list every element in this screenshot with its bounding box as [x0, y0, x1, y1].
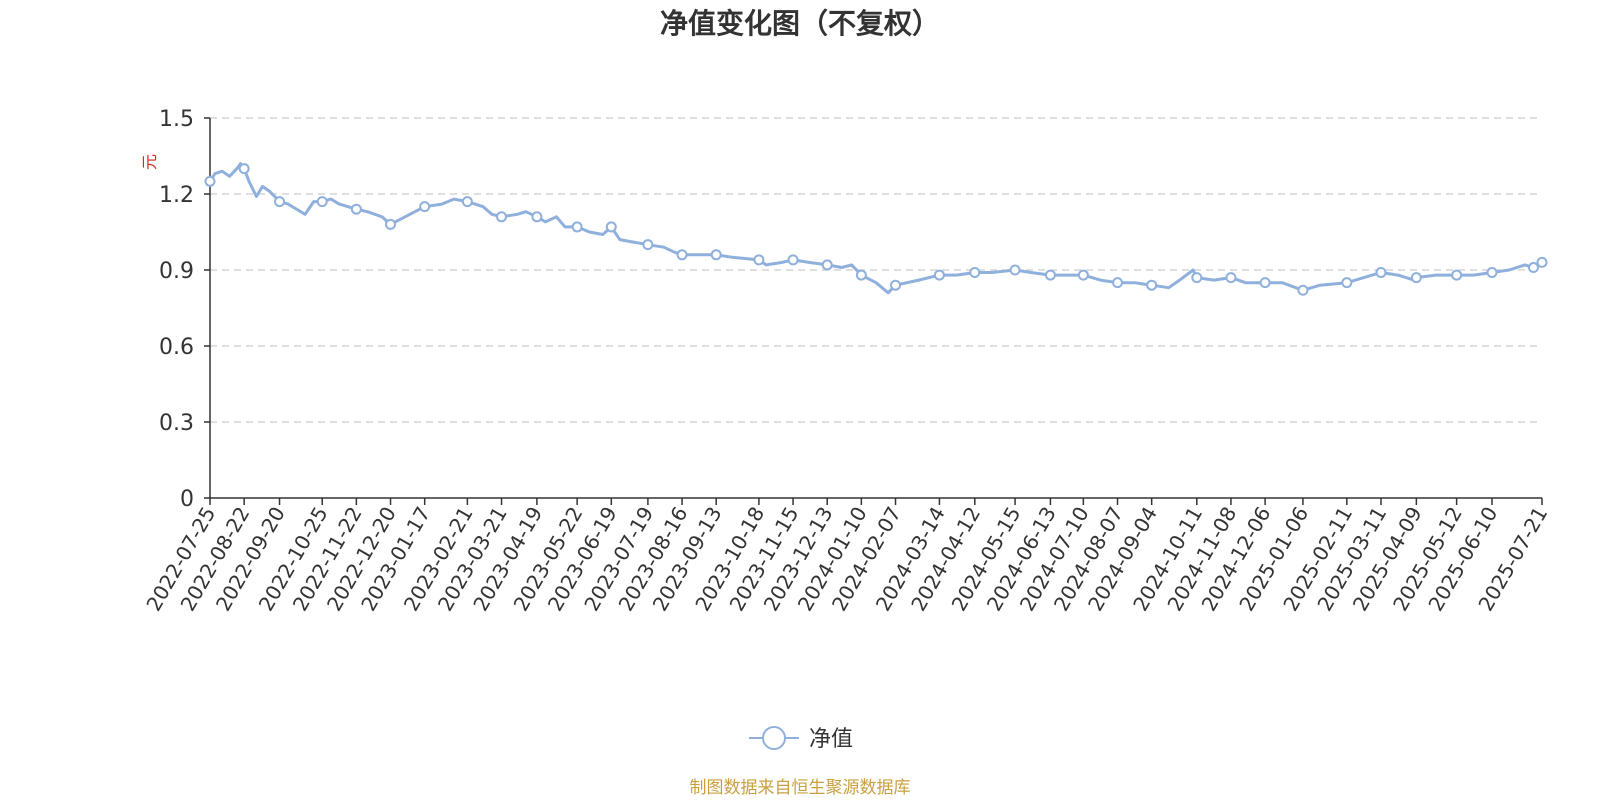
- data-point: [1375, 267, 1387, 279]
- data-point: [571, 221, 583, 233]
- series-nav: [208, 162, 1543, 295]
- y-axis-label: 元: [140, 154, 159, 170]
- data-point: [1077, 269, 1089, 281]
- data-point: [1191, 272, 1203, 284]
- data-point: [821, 259, 833, 271]
- data-point: [1259, 277, 1271, 289]
- data-point: [676, 249, 688, 261]
- data-point: [1146, 279, 1158, 291]
- grid: [210, 117, 1542, 423]
- data-point: [890, 279, 902, 291]
- data-point: [274, 196, 286, 208]
- legend-label: 净值: [809, 727, 853, 752]
- data-point: [461, 196, 473, 208]
- data-point: [350, 203, 362, 215]
- y-tick-label: 0.9: [159, 259, 194, 284]
- chart-title: 净值变化图（不复权）: [660, 7, 940, 40]
- data-point: [1044, 269, 1056, 281]
- data-point: [753, 254, 765, 266]
- data-point: [316, 196, 328, 208]
- data-point: [1536, 256, 1548, 268]
- data-point: [204, 175, 216, 187]
- data-point: [1009, 264, 1021, 276]
- data-point: [238, 163, 250, 175]
- data-point: [531, 211, 543, 223]
- data-point: [1225, 272, 1237, 284]
- y-tick-label: 0.6: [159, 335, 194, 360]
- data-point: [787, 254, 799, 266]
- data-point: [419, 201, 431, 213]
- data-point: [1112, 277, 1124, 289]
- data-point: [969, 267, 981, 279]
- y-tick-label: 1.5: [159, 107, 194, 132]
- nav-line: [208, 162, 1543, 295]
- data-point: [710, 249, 722, 261]
- x-ticks: 2022-07-252022-08-222022-09-202022-10-25…: [141, 498, 1552, 615]
- y-tick-label: 0.3: [159, 411, 194, 436]
- data-point: [1451, 269, 1463, 281]
- data-point: [642, 239, 654, 251]
- data-point: [605, 221, 617, 233]
- data-point: [496, 211, 508, 223]
- data-point: [1410, 272, 1422, 284]
- data-point: [385, 218, 397, 230]
- nav-markers: [204, 163, 1548, 296]
- y-tick-label: 1.2: [159, 183, 194, 208]
- data-point: [933, 269, 945, 281]
- axes: [209, 118, 1542, 499]
- y-ticks: 0 0.3 0.6 0.9 1.2 1.5: [159, 107, 210, 512]
- source-note: 制图数据来自恒生聚源数据库: [690, 778, 911, 798]
- y-tick-label: 0: [180, 487, 194, 512]
- data-point: [1341, 277, 1353, 289]
- data-point: [1297, 284, 1309, 296]
- data-point: [855, 269, 867, 281]
- data-point: [1486, 267, 1498, 279]
- data-point: [1527, 261, 1539, 273]
- legend[interactable]: 净值: [749, 726, 853, 752]
- legend-circle-icon: [762, 726, 786, 750]
